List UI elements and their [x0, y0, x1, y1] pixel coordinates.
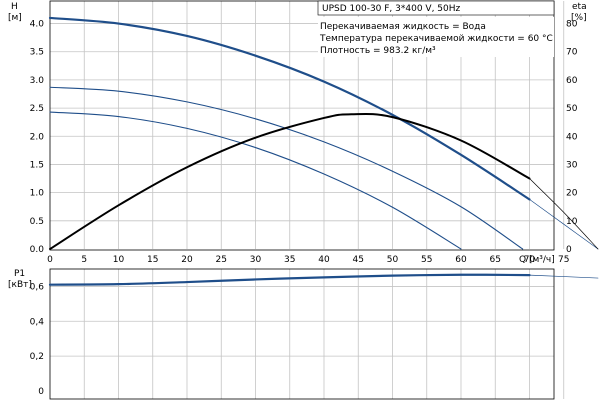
annotation-density: Плотность = 983.2 кг/м³: [320, 46, 436, 56]
head-plot-frame: [49, 0, 555, 251]
y2-tick-label: 0: [566, 245, 572, 255]
y-tick-label: 3.5: [30, 48, 44, 58]
power-y-tick-label: 0,4: [30, 317, 45, 327]
y2-tick-label: 70: [566, 48, 578, 58]
x-tick-label: 60: [455, 255, 467, 265]
head-curve-1: [529, 199, 599, 250]
y-tick-label: 1.0: [30, 189, 45, 199]
x-tick-label: 10: [113, 255, 125, 265]
power-axis-unit: [кВт]: [8, 280, 32, 290]
power-axis-label: P1: [14, 269, 25, 279]
x-tick-label: 75: [558, 255, 569, 265]
y2-tick-label: 40: [566, 132, 578, 142]
x-tick-label: 30: [250, 255, 262, 265]
power-plot-frame: [49, 268, 555, 400]
power-y-tick-label: 0: [38, 387, 44, 397]
x-tick-label: 15: [147, 255, 158, 265]
y-tick-label: 4.0: [30, 20, 45, 30]
annotation-box: [318, 17, 554, 57]
annotation-temperature: Температура перекачиваемой жидкости = 60…: [319, 34, 553, 44]
y-tick-label: 3.0: [30, 76, 45, 86]
y-tick-label: 2.5: [30, 104, 44, 114]
annotation-fluid: Перекачиваемая жидкость = Вода: [320, 22, 486, 32]
power-curve-1: [529, 274, 599, 279]
x-tick-label: 45: [353, 255, 364, 265]
y2-tick-label: 20: [566, 189, 578, 199]
y2-axis-label: eta: [572, 2, 587, 12]
title-box: [317, 0, 555, 16]
x-tick-label: 25: [216, 255, 227, 265]
y-tick-label: 0.5: [30, 217, 44, 227]
x-tick-label: 0: [47, 255, 53, 265]
y2-tick-label: 10: [566, 217, 578, 227]
y-axis-label: H: [11, 2, 18, 12]
x-tick-label: 40: [318, 255, 330, 265]
head-curve-2: [49, 86, 524, 250]
x-tick-label: 50: [387, 255, 399, 265]
efficiency-curve-5: [529, 178, 599, 250]
y2-tick-label: 50: [566, 104, 578, 114]
x-tick-label: 20: [181, 255, 193, 265]
y2-tick-label: 30: [566, 160, 578, 170]
power-y-tick-label: 0,2: [30, 352, 44, 362]
power-curve-0: [48, 273, 531, 286]
y2-tick-label: 80: [566, 20, 578, 30]
head-ticks: 0 5 10 15 20 25 30 35 40 45 50 55 60 65 70 75 0.0 0.5 1.0 1…: [30, 20, 578, 265]
efficiency-curve-4: [49, 112, 531, 250]
power-grid: [50, 269, 565, 399]
y2-axis-unit: [%]: [571, 13, 587, 23]
head-curve-0: [48, 16, 531, 201]
x-tick-label: 65: [490, 255, 501, 265]
power-y-tick-label: 0,6: [30, 282, 45, 292]
x-tick-label: 70: [524, 255, 536, 265]
y-tick-label: 0.0: [30, 245, 45, 255]
x-axis-label: Q [м³/ч]: [519, 255, 555, 265]
x-tick-label: 5: [81, 255, 87, 265]
head-curve-3: [49, 111, 462, 250]
y-tick-label: 1.5: [30, 160, 44, 170]
y2-tick-label: 60: [566, 76, 578, 86]
x-tick-label: 35: [284, 255, 295, 265]
y-axis-unit: [м]: [8, 13, 22, 23]
chart-title: UPSD 100-30 F, 3*400 V, 50Hz: [322, 4, 461, 14]
x-tick-label: 55: [421, 255, 432, 265]
y-tick-label: 2.0: [30, 132, 45, 142]
power-ticks: 0 0,2 0,4 0,6: [30, 282, 45, 397]
head-series: [48, 16, 599, 250]
power-series: [48, 273, 599, 286]
